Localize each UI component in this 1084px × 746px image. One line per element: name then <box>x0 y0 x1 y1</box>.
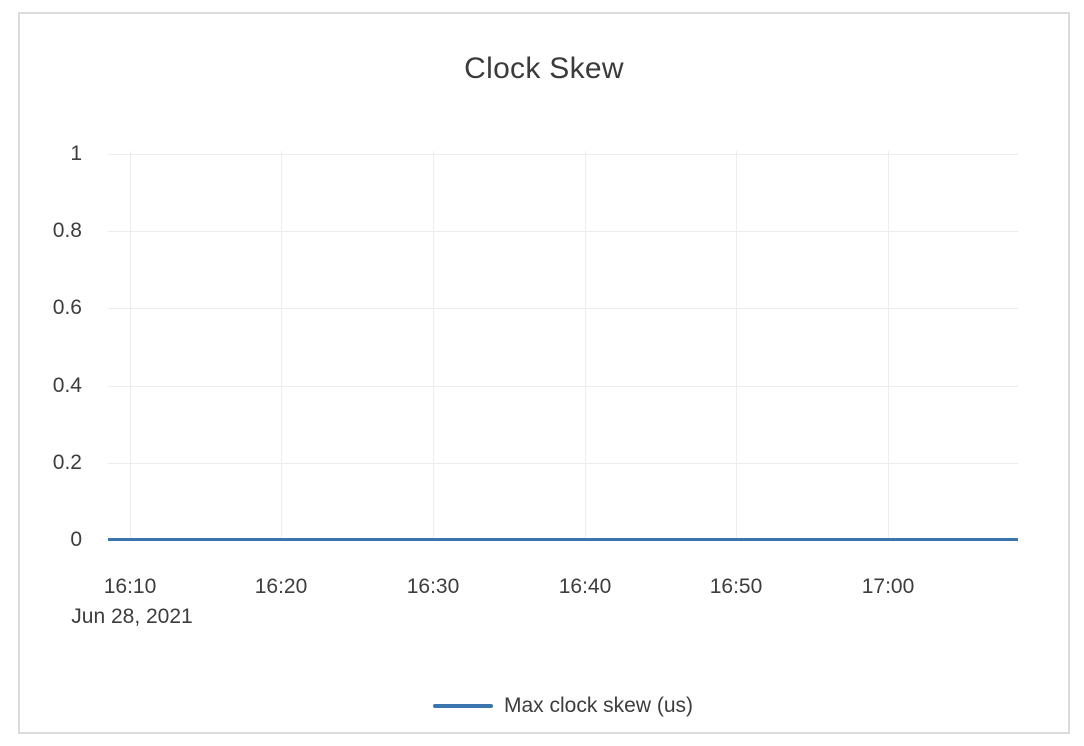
gridline-horizontal <box>108 231 1018 232</box>
legend: Max clock skew (us) <box>108 693 1018 719</box>
gridline-vertical <box>433 151 434 541</box>
x-axis-date-label: Jun 28, 2021 <box>71 605 193 628</box>
gridline-vertical <box>585 151 586 541</box>
x-axis-tick-label: 16:40 <box>558 575 612 598</box>
gridline-vertical <box>888 151 889 541</box>
x-axis-tick-label: 16:20 <box>254 575 308 598</box>
gridline-horizontal <box>108 308 1018 309</box>
y-axis-tick-label: 0.8 <box>52 219 82 242</box>
chart-title: Clock Skew <box>464 52 624 85</box>
legend-item-max-clock-skew[interactable]: Max clock skew (us) <box>432 693 694 719</box>
y-axis-tick-label: 0.2 <box>52 451 82 474</box>
y-axis-tick-label: 0 <box>70 528 82 551</box>
gridline-horizontal <box>108 154 1018 155</box>
gridline-vertical <box>130 151 131 541</box>
gridline-vertical <box>736 151 737 541</box>
y-axis-tick-label: 1 <box>70 142 82 165</box>
gridline-horizontal <box>108 463 1018 464</box>
y-axis-tick-label: 0.4 <box>52 374 82 397</box>
x-axis-tick-label: 17:00 <box>861 575 915 598</box>
series-line-max-clock-skew <box>108 538 1018 541</box>
legend-line-swatch-icon <box>432 704 493 708</box>
plot-area[interactable]: 1 0.8 0.6 0.4 0.2 0 16:10 16:20 16:30 16… <box>53 142 1018 628</box>
x-axis-tick-label: 16:50 <box>709 575 763 598</box>
x-axis-tick-label: 16:30 <box>406 575 460 598</box>
legend-label: Max clock skew (us) <box>503 694 694 717</box>
gridline-horizontal <box>108 386 1018 387</box>
gridline-vertical <box>281 151 282 541</box>
x-axis-tick-label: 16:10 <box>103 575 157 598</box>
y-axis-tick-label: 0.6 <box>52 296 82 319</box>
chart-card: Clock Skew 1 0.8 0.6 0.4 0.2 0 16:10 16:… <box>18 12 1070 734</box>
